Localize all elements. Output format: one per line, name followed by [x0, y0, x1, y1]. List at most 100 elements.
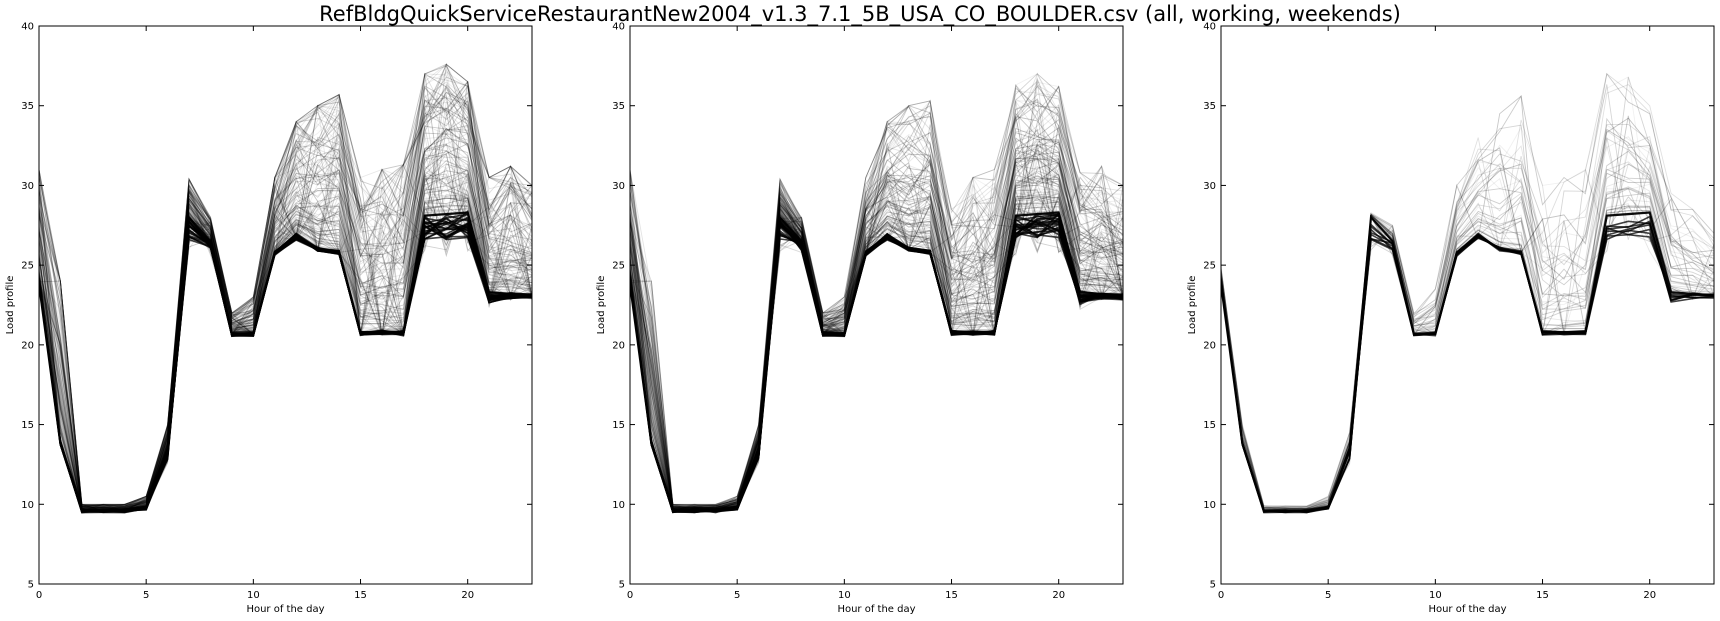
series-line [1221, 211, 1714, 512]
series-line [630, 211, 1123, 512]
series-line-typical [1221, 215, 1714, 513]
y-tick-label: 35 [612, 101, 625, 112]
series-line [39, 75, 532, 507]
series-line [630, 211, 1123, 512]
y-tick-label: 10 [1203, 500, 1216, 511]
x-tick-label: 20 [1052, 590, 1065, 601]
y-tick-label: 5 [28, 580, 34, 591]
series-line [39, 204, 532, 511]
x-tick-label: 10 [247, 590, 260, 601]
series-line [39, 81, 532, 512]
series-line [39, 86, 532, 508]
series-line [630, 116, 1123, 509]
series-line-typical [1221, 220, 1714, 513]
series-line-typical [630, 220, 1123, 512]
series-line [630, 85, 1123, 507]
series-line [630, 210, 1123, 512]
series-line [39, 205, 532, 512]
series-line [39, 132, 532, 509]
series-line-typical [630, 217, 1123, 513]
y-tick-label: 20 [612, 340, 625, 351]
series-line-typical [630, 223, 1123, 514]
series-line [1221, 205, 1714, 511]
series-line [39, 83, 532, 512]
series-line-typical [39, 213, 532, 513]
series-line-typical [39, 217, 532, 513]
series-line [630, 211, 1123, 512]
series-line [1221, 211, 1714, 512]
series-line-typical [630, 211, 1123, 512]
series-line [1221, 188, 1714, 511]
series-line [630, 206, 1123, 511]
series-line-typical [39, 224, 532, 513]
series-line [630, 158, 1123, 510]
series-line [630, 98, 1123, 506]
x-tick-label: 15 [945, 590, 958, 601]
series-line [630, 73, 1123, 510]
series-line [39, 101, 532, 508]
series-line [39, 143, 532, 508]
series-line [1221, 205, 1714, 512]
series-line [1221, 76, 1714, 509]
series-line [39, 116, 532, 509]
y-axis-label: Load profile [596, 276, 607, 335]
series-line-typical [630, 221, 1123, 514]
x-tick-label: 15 [354, 590, 367, 601]
series-line-typical [630, 215, 1123, 514]
series-line [39, 63, 532, 507]
series-line [630, 136, 1123, 509]
series-line [630, 133, 1123, 508]
series-line-typical [1221, 220, 1714, 514]
series-line [1221, 117, 1714, 512]
series-line [630, 99, 1123, 506]
series-line [1221, 172, 1714, 510]
series-line [630, 139, 1123, 508]
x-tick-label: 20 [1643, 590, 1656, 601]
series-line [39, 98, 532, 512]
series-line-typical [39, 223, 532, 513]
series-line [630, 201, 1123, 512]
y-tick-label: 10 [612, 500, 625, 511]
y-tick-label: 35 [21, 101, 34, 112]
series-line [39, 80, 532, 507]
series-line [1221, 210, 1714, 512]
series-line-typical [39, 216, 532, 513]
x-tick-label: 0 [36, 590, 42, 601]
x-tick-label: 20 [461, 590, 474, 601]
figure-title: RefBldgQuickServiceRestaurantNew2004_v1.… [319, 2, 1401, 26]
series-line-typical [39, 218, 532, 512]
series-line [630, 127, 1123, 509]
series-line [630, 207, 1123, 511]
series-line-typical [39, 216, 532, 514]
series-line [630, 111, 1123, 509]
series-line [630, 103, 1123, 512]
y-tick-label: 40 [612, 22, 625, 33]
series-line [39, 63, 532, 506]
series-line [630, 143, 1123, 509]
series-line-typical [39, 221, 532, 513]
series-line [39, 202, 532, 512]
y-tick-label: 25 [612, 261, 625, 272]
series-line [630, 144, 1123, 510]
series-line [39, 210, 532, 512]
series-line [630, 138, 1123, 512]
series-line [1221, 144, 1714, 509]
series-line-typical [630, 212, 1123, 514]
series-lines [1221, 72, 1714, 514]
series-line [39, 116, 532, 508]
x-axis-label: Hour of the day [837, 604, 915, 615]
series-line [630, 207, 1123, 512]
series-line [630, 151, 1123, 509]
series-line-typical [39, 216, 532, 514]
series-line [39, 91, 532, 507]
series-line-typical [1221, 229, 1714, 514]
series-line [39, 147, 532, 509]
series-line [1221, 84, 1714, 512]
series-line-typical [630, 214, 1123, 513]
series-line [39, 73, 532, 507]
series-line [39, 204, 532, 511]
series-line-typical [1221, 231, 1714, 514]
y-tick-label: 15 [1203, 420, 1216, 431]
